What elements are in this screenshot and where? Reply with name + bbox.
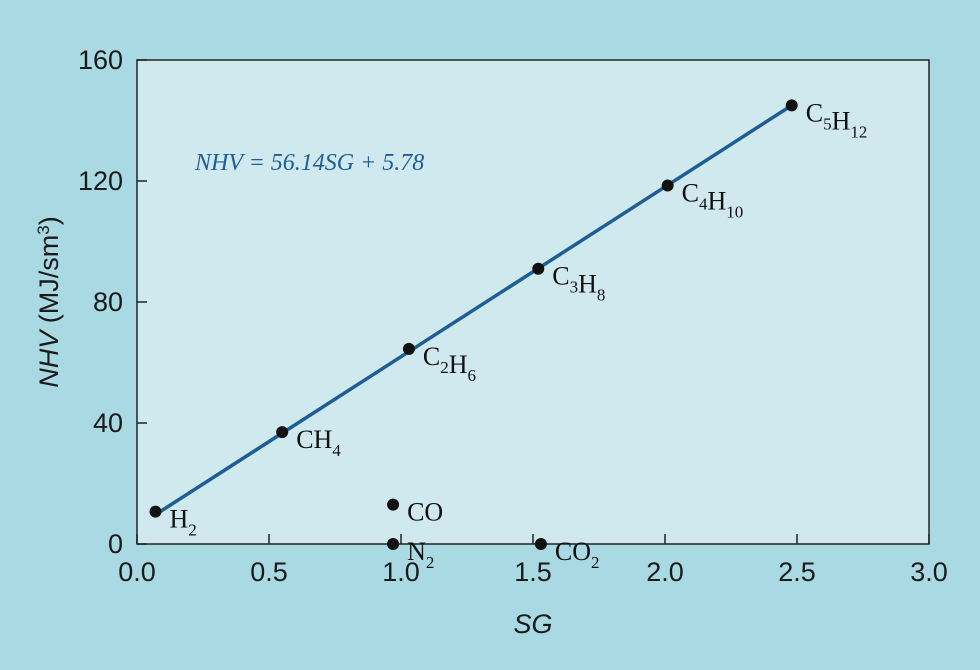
- data-point-label: C3H8: [552, 262, 605, 305]
- y-axis-label-unit-sup: 3: [34, 225, 53, 234]
- fit-line-layer: [153, 103, 794, 517]
- fit-line: [153, 103, 794, 517]
- fit-equation: NHV = 56.14SG + 5.78: [194, 150, 424, 176]
- data-point: [149, 505, 162, 518]
- data-point-label: C4H10: [682, 179, 744, 222]
- x-tick-label: 3.0: [910, 557, 948, 587]
- data-point: [387, 538, 400, 550]
- tick-layer: 0.0 0.5 1.0 1.5 2.0 2.5 3.0 0 40 80 120 160: [78, 45, 948, 587]
- data-point-label: CH4: [296, 425, 341, 460]
- data-point: [661, 179, 674, 192]
- points-layer: H2 CH4 C2H6 C3H8 C4H10 C5H12 CO N2 CO2: [149, 98, 867, 572]
- data-point: [387, 498, 400, 511]
- data-point-label: H2: [169, 505, 196, 540]
- y-tick-label: 160: [78, 45, 123, 75]
- x-tick-label: 2.0: [646, 557, 684, 587]
- y-tick-label: 80: [93, 287, 123, 317]
- y-axis-label: NHV (MJ/sm3): [34, 216, 65, 387]
- data-point: [402, 342, 415, 355]
- data-point: [785, 99, 798, 112]
- y-tick-label: 40: [93, 408, 123, 438]
- data-point-label: CO: [407, 498, 443, 527]
- x-tick-label: 0.5: [250, 557, 288, 587]
- data-point: [534, 538, 547, 550]
- x-tick-label: 1.0: [382, 557, 420, 587]
- y-axis-label-name: NHV: [34, 328, 64, 388]
- x-tick-label: 0.0: [118, 557, 156, 587]
- data-point: [532, 262, 545, 275]
- x-tick-label: 2.5: [778, 557, 816, 587]
- y-axis-label-unit-suffix: ): [34, 216, 64, 225]
- y-tick-label: 0: [108, 529, 123, 559]
- data-point: [276, 426, 289, 439]
- x-axis-label: SG: [513, 609, 552, 639]
- plot-area: [136, 59, 930, 545]
- data-point-label: CO2: [555, 537, 600, 572]
- data-point-label: N2: [407, 537, 434, 572]
- x-tick-label: 1.5: [514, 557, 552, 587]
- y-axis-label-unit: (MJ/sm: [34, 235, 64, 331]
- y-tick-label: 120: [78, 166, 123, 196]
- data-point-label: C5H12: [806, 98, 868, 141]
- data-point-label: C2H6: [423, 342, 476, 385]
